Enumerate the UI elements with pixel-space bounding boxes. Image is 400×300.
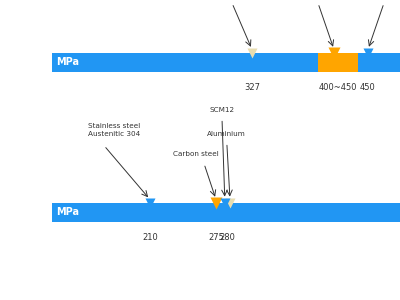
Text: Carbon steel: Carbon steel	[173, 152, 219, 158]
Text: SCM12: SCM12	[210, 106, 234, 112]
Text: 275: 275	[208, 232, 224, 242]
Text: 400~450: 400~450	[319, 82, 357, 91]
Text: MPa: MPa	[56, 207, 79, 217]
Text: 210: 210	[142, 232, 158, 242]
Text: 450: 450	[360, 82, 376, 91]
Text: 327: 327	[244, 82, 260, 91]
Text: MPa: MPa	[56, 57, 79, 67]
Text: Stainless steel
Austenitic 304: Stainless steel Austenitic 304	[88, 123, 140, 136]
Bar	[318, 52, 358, 72]
Bar	[52, 202, 400, 222]
Bar	[52, 52, 400, 72]
Text: 280: 280	[219, 232, 235, 242]
Text: Aluminium: Aluminium	[208, 130, 246, 136]
